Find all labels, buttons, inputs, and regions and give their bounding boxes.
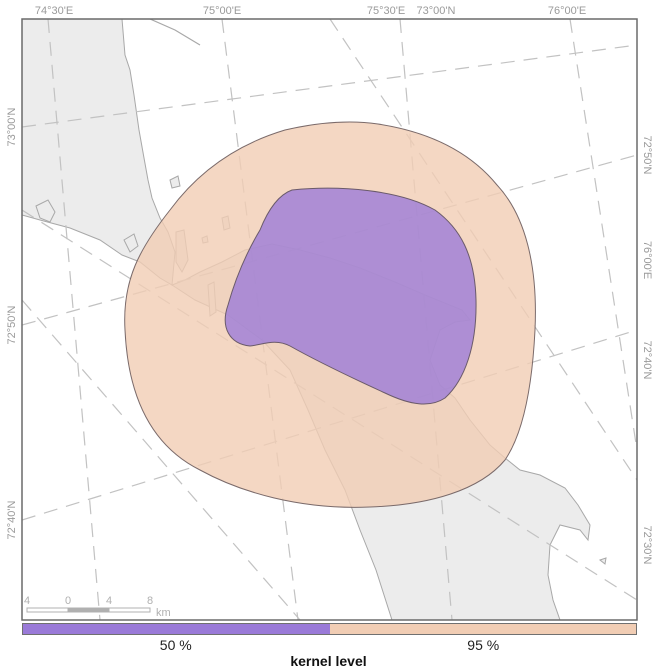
island-small-6 [169,175,181,189]
legend-label-50: 50 % [159,637,192,653]
legend-swatch-50 [23,624,330,634]
legend-swatch-95 [329,624,636,634]
scale-bar-segment-2 [67,607,110,613]
top-graticule-label: 74°30'E [35,5,73,17]
legend-colorbar [22,623,637,635]
scale-bar-segment-3 [108,607,151,613]
legend-label-95: 95 % [467,637,500,653]
scale-tick-label: 8 [147,595,153,607]
map-frame [21,18,638,621]
scale-tick-label: 0 [65,595,71,607]
top-graticule-label: 75°30'E [367,5,405,17]
coast-line-north [149,19,201,46]
island-small-2 [123,233,139,253]
left-graticule-label: 72°50'N [6,305,18,344]
island-small-1 [35,199,56,223]
left-graticule-label: 72°40'N [6,500,18,539]
right-graticule-label: 72°30'N [641,526,653,565]
top-graticule-label: 76°00'E [548,5,586,17]
right-graticule-label: 76°00'E [641,241,653,279]
scale-bar: 4 0 4 8 km [24,595,171,619]
kernel-50-contour[interactable] [224,187,477,405]
scale-unit-label: km [156,607,171,619]
island-small-8 [598,557,607,565]
scale-tick-label: 4 [24,595,30,607]
top-graticule-label: 73°00'N [417,5,456,17]
left-graticule-label: 73°00'N [6,107,18,146]
legend-labels: 50 % 95 % [22,637,637,653]
right-graticule-label: 72°50'N [641,136,653,175]
legend-title: kernel level [290,653,367,669]
scale-bar-segment-1 [26,607,69,613]
right-graticule-label: 72°40'N [641,341,653,380]
top-graticule-label: 75°00'E [203,5,241,17]
scale-tick-label: 4 [106,595,112,607]
